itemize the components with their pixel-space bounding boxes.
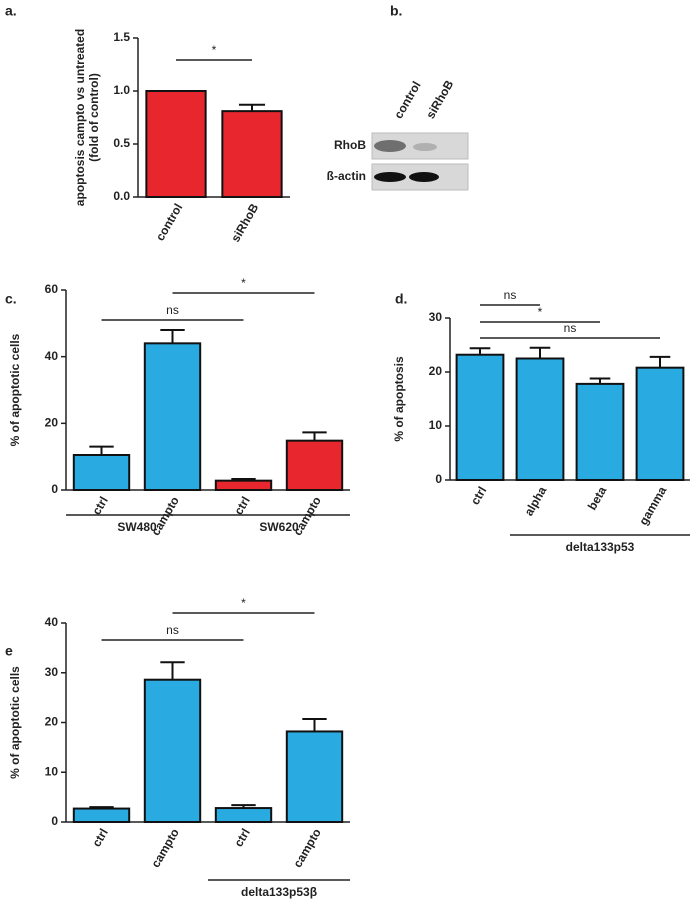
bar (143, 342, 202, 492)
y-axis-label: % of apoptotic cells (8, 666, 22, 779)
group-label: SW620 (259, 520, 299, 534)
error-bar (649, 355, 671, 368)
error-bar (160, 329, 185, 344)
y-tick-label: 40 (45, 615, 59, 629)
error-bar (231, 478, 256, 481)
error-bar (89, 806, 114, 809)
bar (285, 730, 344, 824)
significance-label: ns (166, 623, 179, 637)
y-tick-label: 30 (45, 665, 59, 679)
bar (285, 439, 344, 491)
significance-label: ns (166, 303, 179, 317)
x-tick-label: campto (148, 826, 181, 870)
y-tick-label: 0.0 (113, 189, 130, 203)
y-tick-label: 0 (51, 482, 58, 496)
group-label: delta133p53 (566, 540, 635, 554)
blot-band (374, 172, 406, 182)
x-tick-label: ctrl (89, 826, 110, 849)
x-tick-label: beta (585, 484, 610, 513)
bar (515, 357, 565, 481)
y-tick-label: 0 (51, 814, 58, 828)
error-bar (160, 661, 185, 680)
error-bar (469, 347, 491, 355)
x-tick-label: gamma (636, 484, 669, 528)
significance-label: ns (504, 288, 517, 302)
group-label: delta133p53β (241, 885, 317, 899)
y-tick-label: 0 (435, 472, 442, 486)
bar (575, 382, 625, 482)
bar (635, 366, 685, 481)
group-label: SW480 (117, 520, 157, 534)
significance-label: * (241, 276, 246, 290)
y-tick-label: 60 (45, 282, 59, 296)
y-tick-label: 20 (429, 364, 443, 378)
panel-label: a. (5, 3, 17, 19)
bar (72, 807, 131, 824)
y-axis-label: % of apoptotic cells (8, 333, 22, 446)
bar (214, 807, 273, 824)
x-tick-label: ctrl (468, 484, 489, 507)
x-tick-label: siRhoB (228, 201, 261, 245)
x-tick-label: alpha (522, 484, 550, 518)
row-label: ß-actin (327, 169, 366, 183)
error-bar (302, 718, 327, 732)
x-tick-label: ctrl (89, 494, 110, 517)
x-tick-label: ctrl (231, 826, 252, 849)
significance-label: * (538, 305, 543, 319)
bar (221, 110, 283, 198)
y-tick-label: 30 (429, 310, 443, 324)
y-tick-label: 1.5 (113, 30, 130, 44)
panel-label: e (5, 643, 13, 659)
error-bar (89, 445, 114, 455)
lane-label: siRhoB (423, 77, 456, 121)
blot-band (374, 140, 406, 152)
x-tick-label: control (153, 201, 185, 243)
x-tick-label: ctrl (231, 494, 252, 517)
error-bar (529, 346, 551, 359)
y-tick-label: 0.5 (113, 136, 130, 150)
bar (145, 90, 207, 198)
panel-label: b. (390, 3, 402, 19)
y-axis-label: % of apoptosis (392, 356, 406, 442)
y-tick-label: 1.0 (113, 83, 130, 97)
error-bar (302, 431, 327, 441)
significance-label: * (241, 596, 246, 610)
y-tick-label: 10 (45, 764, 59, 778)
significance-label: * (212, 43, 217, 57)
y-axis-label: (fold of control) (87, 73, 101, 162)
y-tick-label: 40 (45, 349, 59, 363)
blot-band (409, 172, 439, 182)
error-bar (238, 103, 266, 112)
error-bar (231, 804, 256, 809)
y-tick-label: 10 (429, 418, 443, 432)
bar (143, 678, 202, 824)
bar (72, 454, 131, 491)
panel-label: c. (5, 291, 17, 307)
error-bar (589, 377, 611, 384)
y-tick-label: 20 (45, 715, 59, 729)
lane-label: control (391, 79, 423, 121)
blot-band (413, 143, 437, 151)
significance-label: ns (564, 321, 577, 335)
x-tick-label: campto (290, 826, 323, 870)
bar (214, 479, 273, 491)
y-axis-label: apoptosis campto vs untreated (73, 29, 87, 206)
y-tick-label: 20 (45, 416, 59, 430)
panel-label: d. (395, 291, 407, 307)
row-label: RhoB (334, 138, 366, 152)
bar (455, 353, 505, 481)
